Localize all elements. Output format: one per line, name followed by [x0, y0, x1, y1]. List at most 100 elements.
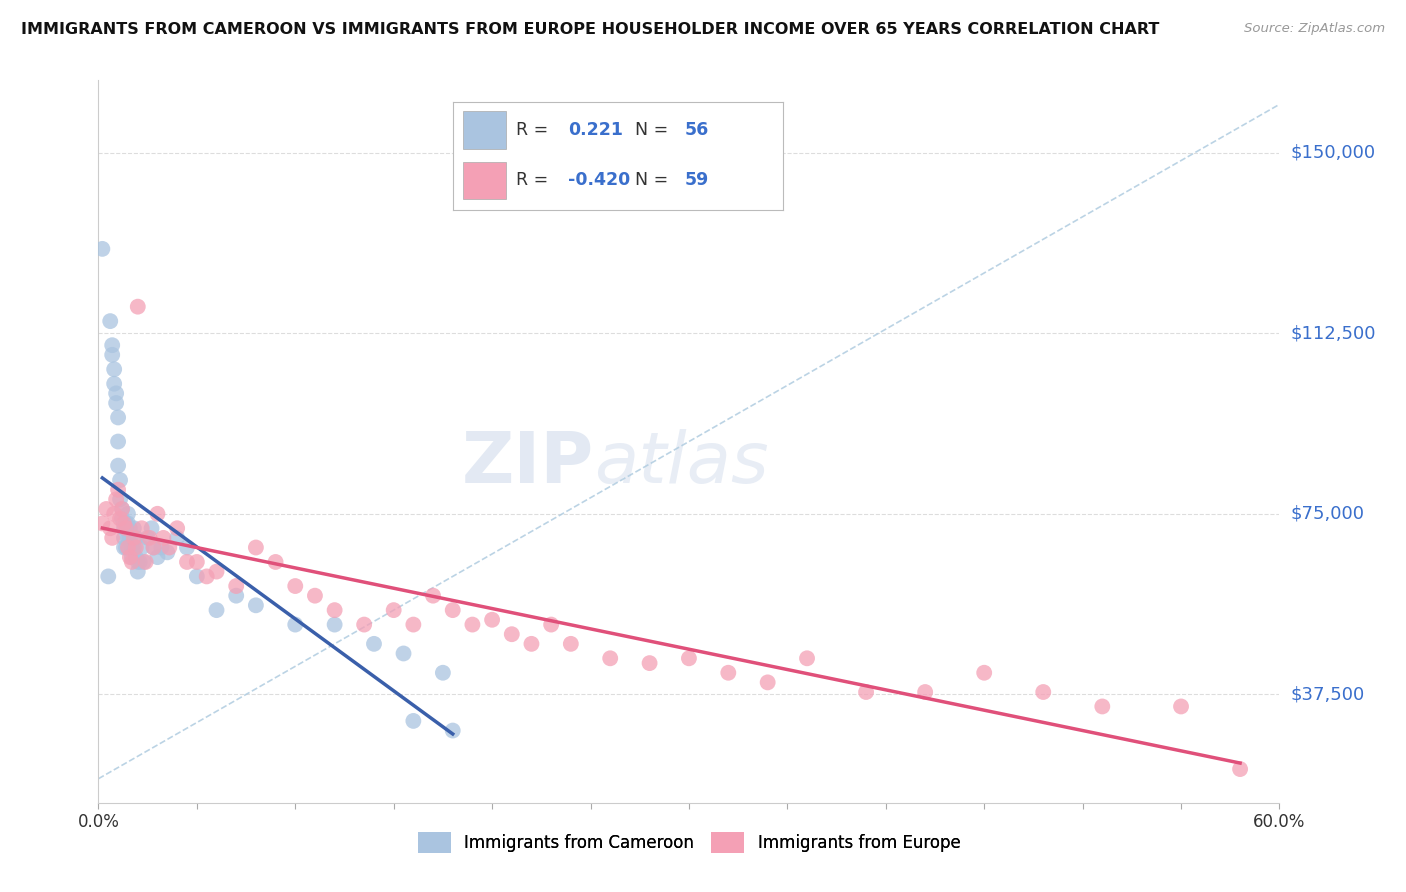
- Point: [111, 502, 134, 516]
- Point: [122, 531, 145, 545]
- Point: [105, 386, 128, 401]
- Point: [441, 603, 464, 617]
- Text: $112,500: $112,500: [1291, 324, 1376, 343]
- Point: [432, 665, 454, 680]
- Point: [481, 613, 503, 627]
- Point: [121, 541, 143, 555]
- Point: [560, 637, 582, 651]
- Point: [402, 617, 425, 632]
- Point: [461, 617, 484, 632]
- Point: [756, 675, 779, 690]
- Point: [186, 569, 208, 583]
- Point: [127, 555, 149, 569]
- Point: [284, 579, 307, 593]
- Point: [245, 599, 267, 613]
- Point: [382, 603, 405, 617]
- Point: [105, 492, 128, 507]
- Point: [103, 507, 125, 521]
- Point: [122, 521, 145, 535]
- Point: [108, 473, 131, 487]
- Point: [117, 531, 139, 545]
- Point: [118, 550, 141, 565]
- Point: [717, 665, 740, 680]
- Text: $150,000: $150,000: [1291, 144, 1375, 161]
- Text: ZIP: ZIP: [463, 429, 595, 498]
- Point: [392, 647, 415, 661]
- Point: [107, 483, 129, 497]
- Point: [117, 507, 139, 521]
- Point: [107, 458, 129, 473]
- Point: [157, 541, 180, 555]
- Point: [125, 541, 148, 555]
- Point: [264, 555, 287, 569]
- Point: [520, 637, 543, 651]
- Point: [284, 617, 307, 632]
- Point: [91, 242, 114, 256]
- Point: [146, 550, 169, 565]
- Text: atlas: atlas: [595, 429, 769, 498]
- Point: [117, 541, 139, 555]
- Point: [1170, 699, 1192, 714]
- Point: [112, 516, 135, 531]
- Point: [1229, 762, 1251, 776]
- Point: [138, 531, 160, 545]
- Point: [150, 541, 173, 555]
- Point: [121, 555, 143, 569]
- Point: [441, 723, 464, 738]
- Point: [132, 555, 155, 569]
- Point: [501, 627, 523, 641]
- Point: [107, 434, 129, 449]
- Point: [678, 651, 700, 665]
- Point: [127, 300, 149, 314]
- Point: [111, 502, 134, 516]
- Point: [142, 541, 165, 555]
- Point: [176, 555, 198, 569]
- Point: [166, 521, 188, 535]
- Point: [97, 569, 120, 583]
- Point: [91, 516, 114, 531]
- Point: [855, 685, 877, 699]
- Point: [973, 665, 995, 680]
- Point: [125, 550, 148, 565]
- Point: [131, 541, 153, 555]
- Point: [121, 550, 143, 565]
- Point: [323, 603, 346, 617]
- Point: [304, 589, 326, 603]
- Point: [796, 651, 818, 665]
- Point: [98, 314, 121, 328]
- Text: Source: ZipAtlas.com: Source: ZipAtlas.com: [1244, 22, 1385, 36]
- Point: [112, 531, 135, 545]
- Point: [402, 714, 425, 728]
- Point: [176, 541, 198, 555]
- Point: [112, 521, 135, 535]
- Point: [540, 617, 562, 632]
- Point: [245, 541, 267, 555]
- Point: [599, 651, 621, 665]
- Point: [205, 565, 228, 579]
- Point: [101, 531, 124, 545]
- Point: [98, 521, 121, 535]
- Point: [101, 338, 124, 352]
- Point: [225, 589, 247, 603]
- Point: [105, 396, 128, 410]
- Legend: Immigrants from Cameroon, Immigrants from Europe: Immigrants from Cameroon, Immigrants fro…: [411, 826, 967, 860]
- Point: [152, 531, 174, 545]
- Point: [1091, 699, 1114, 714]
- Point: [128, 555, 150, 569]
- Point: [118, 531, 141, 545]
- Point: [118, 521, 141, 535]
- Point: [135, 555, 157, 569]
- Point: [353, 617, 375, 632]
- Point: [127, 565, 149, 579]
- Text: $75,000: $75,000: [1291, 505, 1365, 523]
- Point: [108, 492, 131, 507]
- Point: [363, 637, 385, 651]
- Point: [125, 531, 148, 545]
- Point: [141, 521, 163, 535]
- Point: [1032, 685, 1054, 699]
- Point: [101, 348, 124, 362]
- Point: [225, 579, 247, 593]
- Point: [108, 511, 131, 525]
- Point: [115, 521, 138, 535]
- Text: $37,500: $37,500: [1291, 685, 1365, 704]
